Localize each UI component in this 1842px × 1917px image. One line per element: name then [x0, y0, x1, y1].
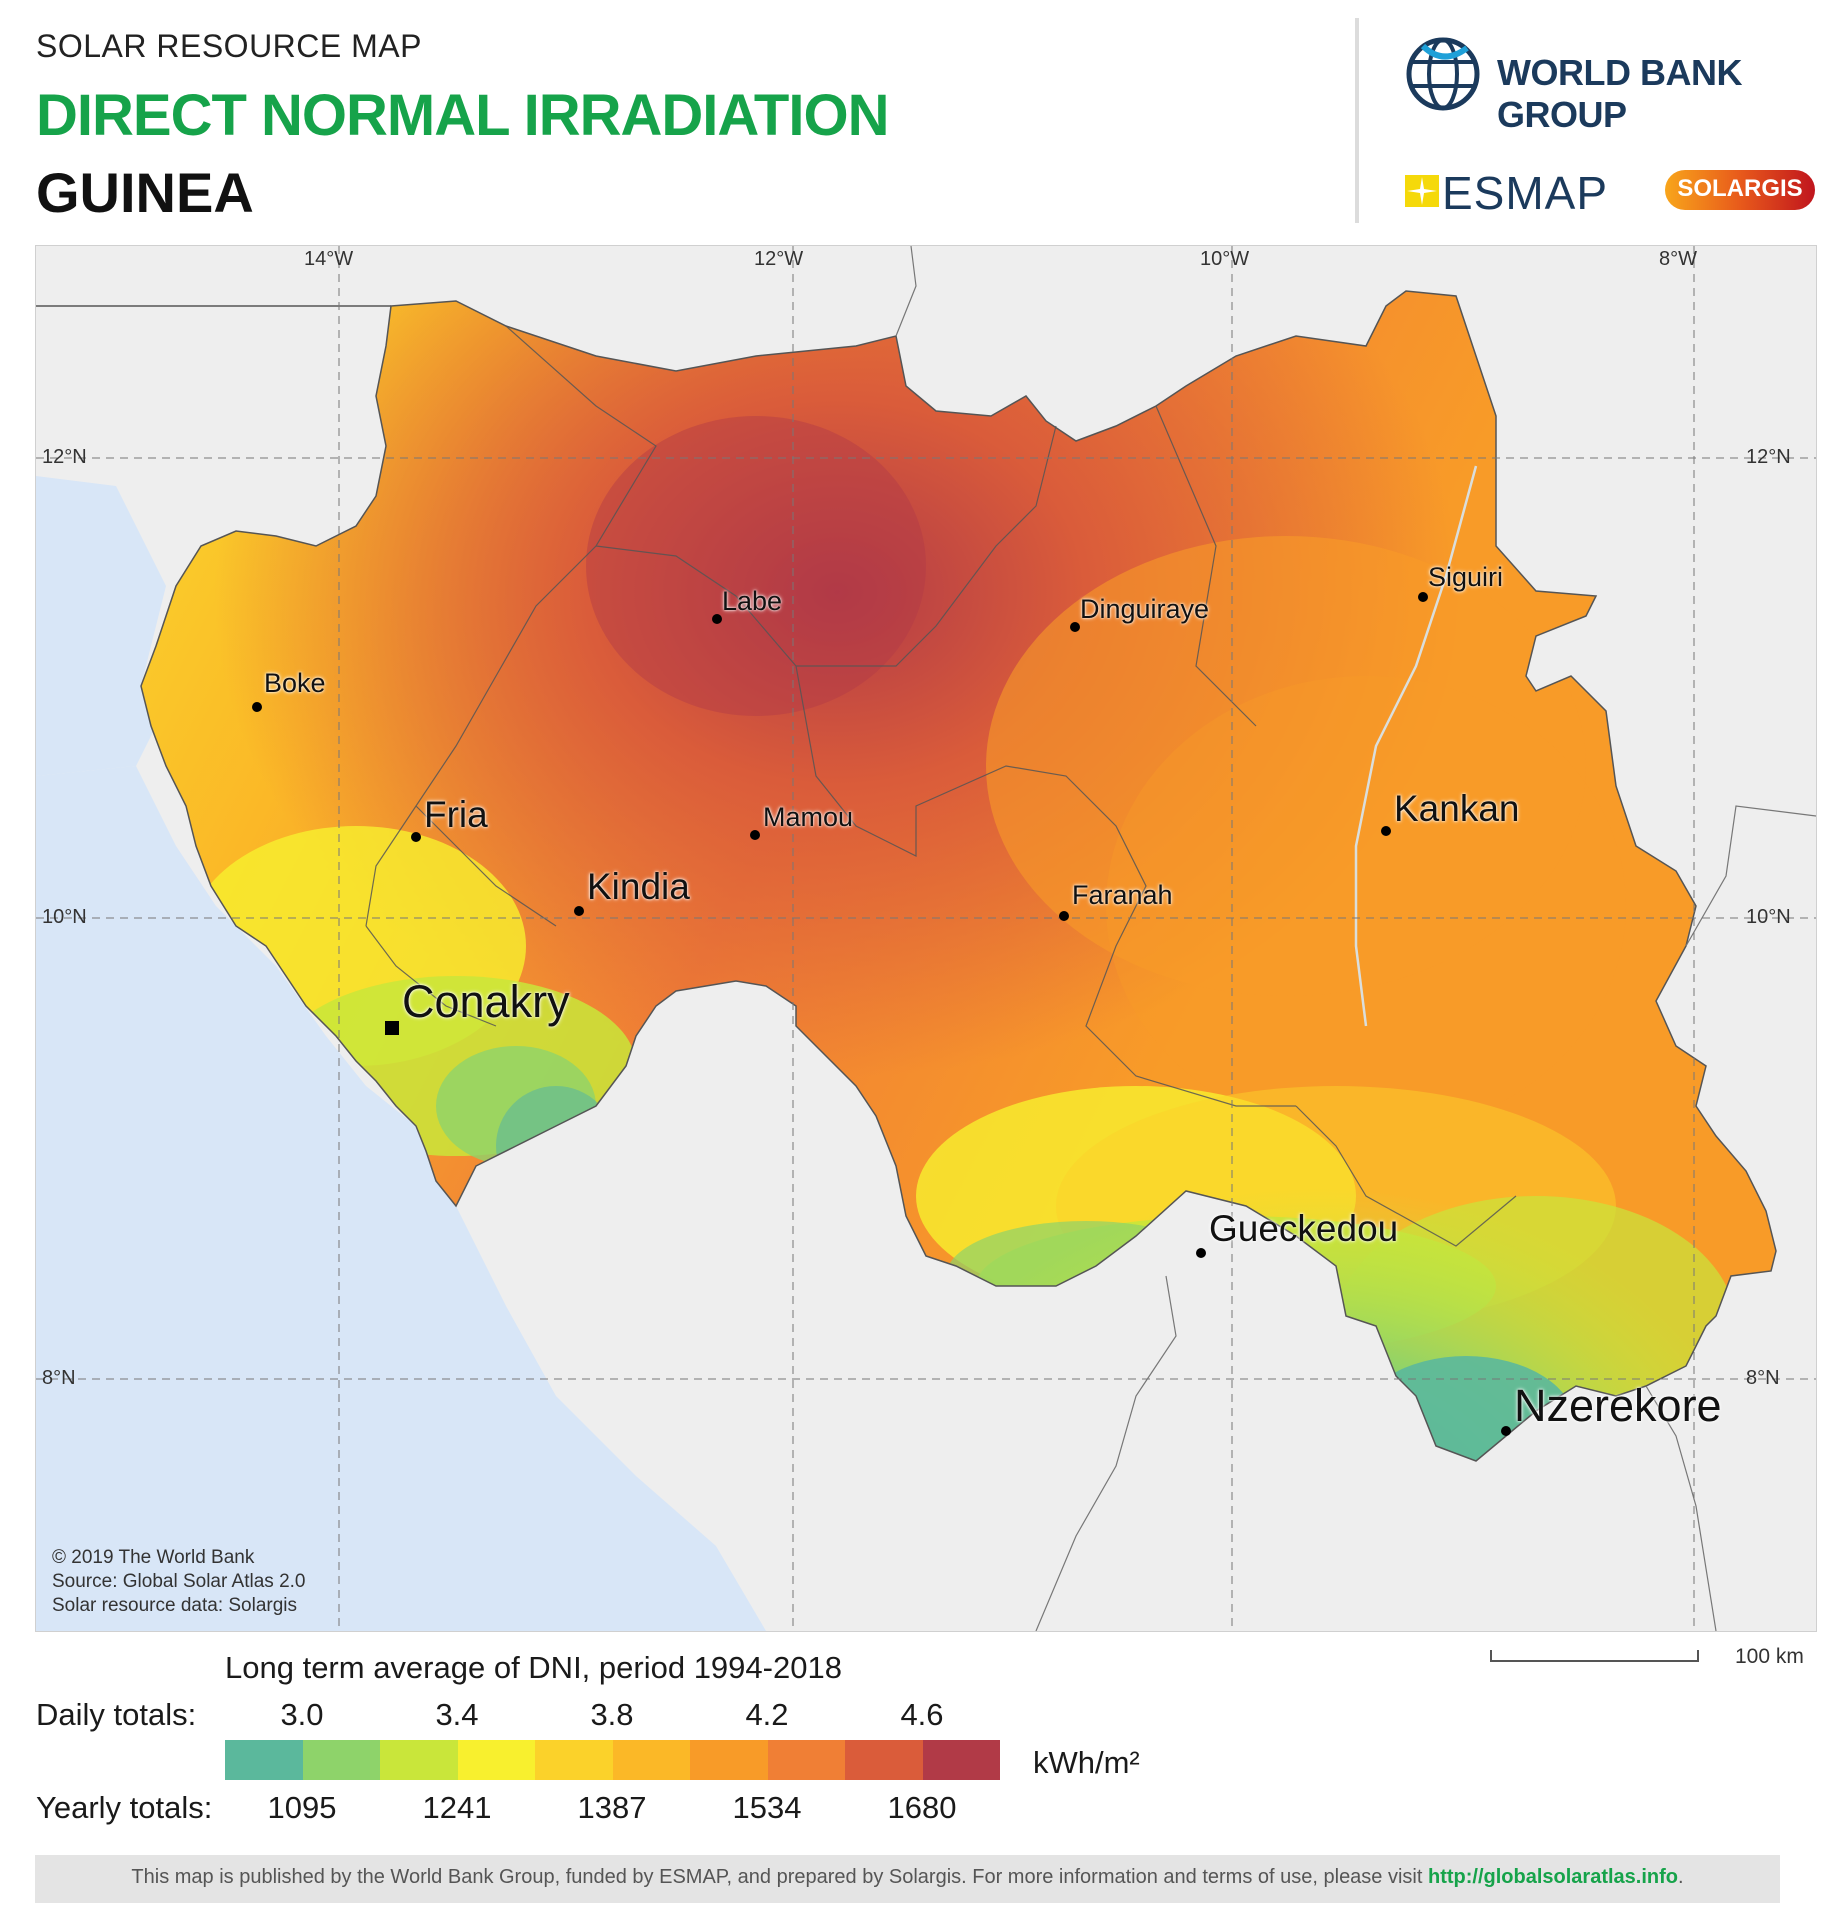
footer-end: . — [1678, 1866, 1684, 1888]
legend-title: Long term average of DNI, period 1994-20… — [225, 1650, 842, 1685]
capital-marker-conakry — [385, 1021, 399, 1035]
city-label-labe: Labe — [722, 586, 783, 616]
lat-label-12n-left: 12°N — [42, 446, 87, 468]
city-label-mamou: Mamou — [763, 802, 854, 832]
city-label-conakry: Conakry — [402, 976, 570, 1027]
city-marker-kindia — [574, 906, 584, 916]
ocean-north — [36, 246, 166, 776]
legend-swatch — [922, 1740, 1000, 1780]
scale-label: 100 km — [1735, 1645, 1804, 1668]
city-marker-fria — [411, 832, 421, 842]
city-label-siguiri: Siguiri — [1428, 562, 1504, 592]
city-marker-siguiri — [1418, 592, 1428, 602]
lon-label-12w: 12°W — [754, 248, 804, 270]
lat-label-10n-left: 10°N — [42, 906, 87, 928]
legend-yearly-tick: 1680 — [887, 1790, 957, 1825]
city-marker-gueckedou — [1196, 1248, 1206, 1258]
map-title: DIRECT NORMAL IRRADIATION — [36, 83, 889, 148]
map-canvas — [36, 246, 1816, 1631]
legend-yearly-label: Yearly totals: — [36, 1790, 213, 1825]
city-marker-labe — [712, 614, 722, 624]
legend-yearly-tick: 1387 — [577, 1790, 647, 1825]
border-liberia-east — [1645, 1385, 1717, 1631]
legend-swatch — [380, 1740, 458, 1780]
esmap-logo — [1405, 175, 1439, 207]
footer-link[interactable]: http://globalsolaratlas.info — [1428, 1866, 1679, 1888]
map-subtitle: SOLAR RESOURCE MAP — [36, 28, 422, 64]
legend-swatch — [845, 1740, 923, 1780]
city-marker-boke — [252, 702, 262, 712]
legend-swatch — [767, 1740, 845, 1780]
footer-text: This map is published by the World Bank … — [35, 1866, 1780, 1889]
footer-body: This map is published by the World Bank … — [131, 1866, 1428, 1888]
scale-bar — [1490, 1650, 1699, 1662]
legend-daily-tick: 3.0 — [280, 1697, 324, 1732]
lon-label-8w: 8°W — [1659, 248, 1697, 270]
city-label-faranah: Faranah — [1072, 880, 1173, 910]
legend-yearly-tick: 1241 — [422, 1790, 492, 1825]
niger-river — [1354, 465, 1478, 1027]
city-marker-nzerekore — [1501, 1426, 1511, 1436]
city-marker-dinguiraye — [1070, 622, 1080, 632]
legend-yearly-tick: 1095 — [267, 1790, 337, 1825]
legend-daily-tick: 4.2 — [745, 1697, 789, 1732]
border-liberia-west — [1035, 1275, 1177, 1631]
city-label-nzerekore: Nzerekore — [1514, 1380, 1722, 1431]
city-marker-mamou — [750, 830, 760, 840]
legend-swatch — [457, 1740, 535, 1780]
map-panel: 14°W 12°W 10°W 8°W 12°N 10°N 8°N 12°N 10… — [35, 245, 1817, 1632]
legend-swatch — [225, 1740, 303, 1780]
lon-label-10w: 10°W — [1200, 248, 1250, 270]
lat-label-10n-right: 10°N — [1746, 906, 1791, 928]
city-label-fria: Fria — [424, 794, 488, 835]
ocean — [36, 766, 766, 1631]
legend-swatch — [302, 1740, 380, 1780]
header-divider — [1355, 18, 1359, 223]
border-mali-north — [895, 246, 917, 337]
footer-bar — [35, 1855, 1780, 1903]
legend-unit: kWh/m² — [1033, 1745, 1140, 1780]
legend-color-bar — [225, 1740, 1000, 1780]
lat-label-8n-right: 8°N — [1746, 1367, 1780, 1389]
city-marker-kankan — [1381, 826, 1391, 836]
credit-data: Solar resource data: Solargis — [52, 1595, 298, 1616]
legend-yearly-tick: 1534 — [732, 1790, 802, 1825]
solargis-logo — [1665, 170, 1815, 210]
border-cote-divoire — [1685, 805, 1816, 947]
city-label-gueckedou: Gueckedou — [1209, 1208, 1399, 1249]
lon-label-14w: 14°W — [304, 248, 354, 270]
credit-source: Source: Global Solar Atlas 2.0 — [52, 1571, 306, 1592]
legend-daily-label: Daily totals: — [36, 1697, 197, 1732]
esmap-logo-text: ESMAP — [1442, 167, 1609, 219]
graticule-lines — [36, 246, 1816, 1631]
credit-copyright: © 2019 The World Bank — [52, 1547, 255, 1568]
legend-daily-tick: 3.8 — [590, 1697, 634, 1732]
city-label-dinguiraye: Dinguiraye — [1080, 594, 1210, 624]
country-name: GUINEA — [36, 161, 254, 224]
lat-label-12n-right: 12°N — [1746, 446, 1791, 468]
guinea-dni-surface — [141, 291, 1776, 1461]
city-marker-faranah — [1059, 911, 1069, 921]
legend-swatch — [612, 1740, 690, 1780]
solargis-logo-text: SOLARGIS — [1677, 175, 1803, 202]
legend-swatch — [535, 1740, 613, 1780]
world-bank-logo — [1406, 37, 1480, 111]
regional-borders — [365, 325, 1517, 1247]
world-bank-logo-text: WORLD BANK GROUP — [1497, 52, 1742, 135]
guinea-border — [140, 290, 1777, 1462]
city-label-kindia: Kindia — [587, 866, 690, 907]
legend-daily-tick: 3.4 — [435, 1697, 479, 1732]
map-credits: © 2019 The World Bank Source: Global Sol… — [52, 1546, 305, 1618]
legend-swatch — [690, 1740, 768, 1780]
legend-daily-tick: 4.6 — [900, 1697, 944, 1732]
lat-label-8n-left: 8°N — [42, 1367, 76, 1389]
city-label-kankan: Kankan — [1394, 788, 1520, 829]
city-label-boke: Boke — [264, 668, 326, 698]
